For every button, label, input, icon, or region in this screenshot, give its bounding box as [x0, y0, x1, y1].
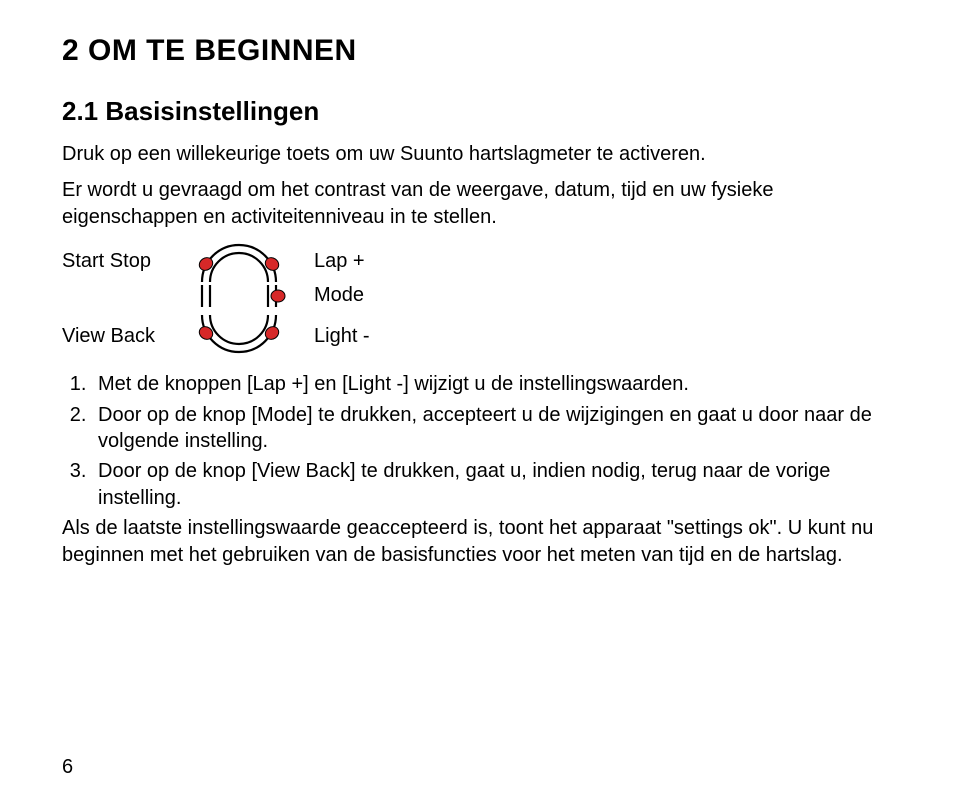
watch-row-bottom: View Back Light - — [62, 315, 898, 357]
watch-row-middle: Mode — [62, 284, 898, 307]
label-light-minus: Light - — [314, 325, 370, 348]
step-item: Met de knoppen [Lap +] en [Light -] wijz… — [92, 371, 898, 397]
intro-paragraph-2: Er wordt u gevraagd om het contrast van … — [62, 177, 898, 230]
page-number: 6 — [62, 756, 73, 779]
closing-paragraph: Als de laatste instellingswaarde geaccep… — [62, 515, 898, 568]
step-item: Door op de knop [View Back] te drukken, … — [92, 458, 898, 511]
label-start-stop: Start Stop — [62, 250, 184, 273]
step-item: Door op de knop [Mode] te drukken, accep… — [92, 402, 898, 455]
label-mode: Mode — [314, 284, 364, 307]
intro-paragraph-1: Druk op een willekeurige toets om uw Suu… — [62, 141, 898, 167]
subsection-heading: 2.1 Basisinstellingen — [62, 96, 898, 127]
section-heading: 2 OM TE BEGINNEN — [62, 34, 898, 68]
label-view-back: View Back — [62, 325, 184, 348]
steps-list: Met de knoppen [Lap +] en [Light -] wijz… — [92, 371, 898, 511]
watch-row-top: Start Stop Lap + — [62, 240, 898, 282]
watch-icon-bottom — [184, 315, 306, 357]
label-lap-plus: Lap + — [314, 250, 365, 273]
watch-icon-top — [184, 240, 306, 282]
watch-icon-middle — [184, 285, 306, 307]
